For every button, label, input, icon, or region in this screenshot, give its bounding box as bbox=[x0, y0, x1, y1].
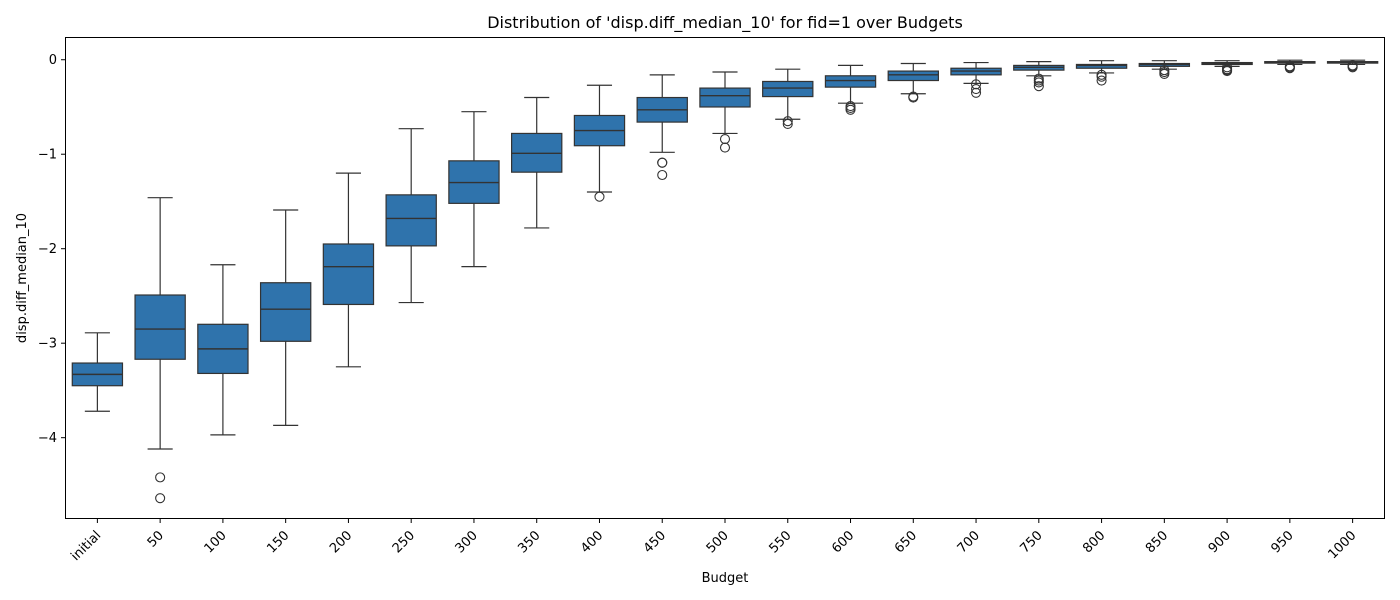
plot-frame bbox=[65, 37, 1385, 519]
outlier-point bbox=[782, 116, 793, 127]
box-700 bbox=[950, 61, 1002, 98]
x-tick-label: 850 bbox=[1143, 528, 1171, 556]
x-tick-label: 550 bbox=[766, 528, 794, 556]
y-axis: 0 −1 −2 −3 −4 bbox=[38, 53, 66, 446]
x-tick-label: 500 bbox=[704, 528, 732, 556]
y-tick-label: 0 bbox=[49, 53, 57, 68]
box-200 bbox=[322, 172, 375, 368]
x-tick-label: 400 bbox=[578, 528, 606, 556]
x-tick-label: 100 bbox=[202, 528, 230, 556]
x-axis-label: Budget bbox=[702, 571, 749, 586]
box-800 bbox=[1075, 60, 1128, 86]
outlier-point bbox=[1096, 71, 1107, 82]
box-750 bbox=[1013, 61, 1065, 92]
outlier-point bbox=[657, 157, 668, 168]
outlier-point bbox=[1347, 62, 1358, 73]
outlier-point bbox=[719, 142, 731, 153]
y-axis-label: disp.diff_median_10 bbox=[15, 213, 30, 343]
box-250 bbox=[385, 128, 437, 304]
y-tick-label: −4 bbox=[38, 431, 57, 446]
x-tick-label: 250 bbox=[390, 528, 418, 556]
box-100 bbox=[197, 264, 249, 436]
outlier-point bbox=[908, 92, 919, 103]
x-tick-label: 1000 bbox=[1325, 528, 1359, 562]
outlier-point bbox=[970, 83, 982, 95]
x-axis: initial 50 100 150 200 250 300 350 400 450 500 550 6… bbox=[68, 518, 1359, 564]
x-tick-label: 750 bbox=[1017, 528, 1045, 556]
box-850 bbox=[1138, 60, 1191, 79]
iqr-box bbox=[762, 80, 814, 98]
outlier-point bbox=[594, 191, 605, 202]
x-tick-label: 600 bbox=[829, 528, 857, 556]
outlier-point bbox=[1033, 81, 1044, 92]
x-tick-label: 900 bbox=[1206, 528, 1234, 556]
outlier-point bbox=[155, 472, 166, 483]
outlier-point bbox=[1033, 77, 1044, 88]
iqr-box bbox=[824, 75, 877, 88]
iqr-box bbox=[259, 282, 312, 342]
x-tick-label: 650 bbox=[892, 528, 920, 556]
iqr-box bbox=[322, 243, 375, 306]
x-tick-label: 200 bbox=[327, 528, 355, 556]
y-tick-label: −2 bbox=[38, 242, 57, 257]
outlier-point bbox=[1222, 66, 1233, 77]
iqr-box bbox=[887, 70, 939, 82]
iqr-box bbox=[1075, 63, 1128, 69]
outlier-point bbox=[1096, 75, 1107, 86]
box-450 bbox=[636, 74, 688, 181]
box-1000 bbox=[1326, 59, 1379, 73]
box-300 bbox=[448, 111, 500, 268]
x-tick-label: 50 bbox=[145, 528, 167, 550]
y-tick-label: −1 bbox=[38, 148, 57, 163]
x-tick-label: 300 bbox=[453, 528, 481, 556]
iqr-box bbox=[699, 87, 751, 108]
box-150 bbox=[259, 209, 312, 427]
box-900 bbox=[1201, 60, 1253, 77]
box-600 bbox=[824, 64, 877, 115]
x-tick-label: 450 bbox=[641, 528, 669, 556]
x-tick-label: 800 bbox=[1080, 528, 1108, 556]
outlier-point bbox=[1159, 68, 1170, 79]
x-tick-label: 350 bbox=[515, 528, 543, 556]
outlier-point bbox=[970, 87, 982, 98]
box-400 bbox=[573, 84, 626, 202]
x-tick-label: 950 bbox=[1269, 528, 1297, 556]
x-tick-label: 150 bbox=[264, 528, 292, 556]
box-50 bbox=[134, 197, 186, 504]
box-650 bbox=[887, 62, 939, 103]
box-950 bbox=[1264, 59, 1316, 74]
box-500 bbox=[699, 71, 751, 153]
y-tick-label: −3 bbox=[38, 337, 57, 352]
boxes-layer bbox=[71, 59, 1379, 504]
outlier-point bbox=[657, 169, 668, 181]
outlier-point bbox=[782, 118, 793, 130]
box-550 bbox=[762, 68, 814, 130]
iqr-box bbox=[385, 194, 437, 247]
chart-title: Distribution of 'disp.diff_median_10' fo… bbox=[487, 13, 963, 33]
outlier-point bbox=[719, 134, 731, 145]
box-initial bbox=[71, 332, 124, 412]
iqr-box bbox=[134, 294, 186, 360]
x-tick-label: initial bbox=[68, 528, 104, 564]
x-tick-label: 700 bbox=[955, 528, 983, 556]
outlier-point bbox=[1284, 63, 1295, 74]
box-350 bbox=[511, 96, 563, 229]
outlier-point bbox=[155, 493, 166, 504]
outlier-point bbox=[845, 104, 856, 115]
